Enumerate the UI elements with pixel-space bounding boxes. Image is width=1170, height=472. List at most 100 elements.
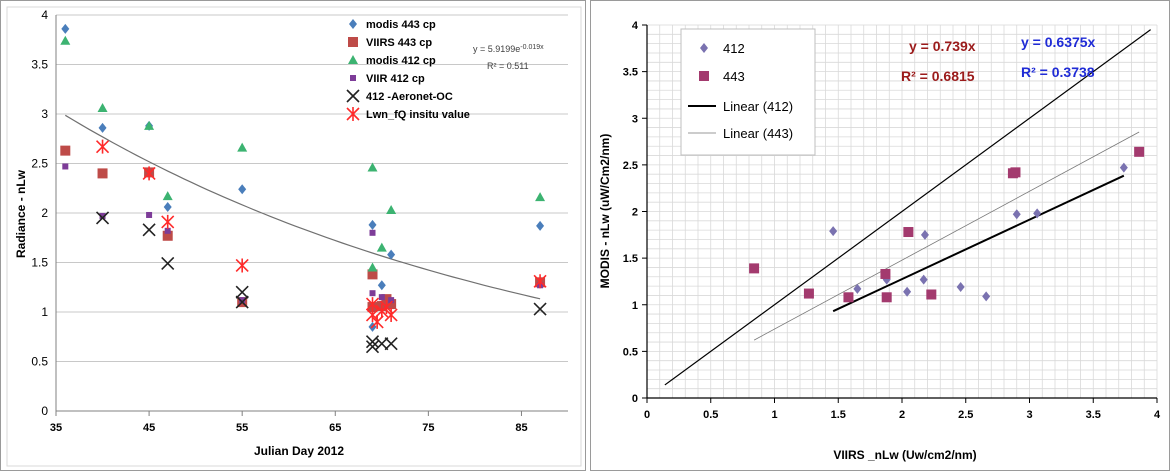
right-y-tick-label-6: 3	[632, 113, 638, 125]
left-x-tick-label-5: 85	[515, 422, 527, 434]
left-tick-labels: 0 0.5 1 1.5 2 2.5 3 3.5 4 35 45 55 65 75 85	[31, 8, 527, 434]
right-trendline-linear-443	[753, 131, 1140, 341]
viirs-443-cp-point-3	[162, 230, 173, 241]
right-r2-443: R² = 0.6815	[901, 68, 975, 84]
modis-443-cp-point-0	[61, 23, 70, 34]
right-y-tick-label-8: 4	[632, 20, 639, 32]
modis-443-cp-point-9	[536, 220, 545, 231]
right-y-tick-label-2: 1	[632, 300, 638, 312]
modis-412-cp-point-4	[237, 142, 248, 152]
series-443-point-3	[880, 268, 891, 279]
left-x-tick-label-4: 75	[422, 422, 434, 434]
right-x-tick-label-3: 1.5	[831, 409, 846, 421]
viir-412-cp-point-3	[164, 227, 171, 234]
lwn-fq-insitu-value-point-2	[161, 214, 175, 229]
412-aeronet-oc-point-2	[161, 256, 175, 271]
right-legend-marker-443	[699, 71, 709, 81]
412-aeronet-oc-point-6	[365, 340, 380, 354]
right-x-tick-label-0: 0	[644, 409, 650, 421]
right-x-tick-label-2: 1	[771, 409, 777, 421]
modis-412-cp-point-0	[60, 35, 71, 45]
modis-443-cp-point-7	[377, 280, 386, 291]
series-443-point-1	[803, 288, 814, 299]
modis-443-cp-point-8	[387, 249, 396, 260]
legend-label-412-aeronet-oc: 412 -Aeronet-OC	[366, 91, 453, 103]
legend-marker-412-aeronet-oc	[346, 89, 360, 103]
right-trendline-linear-412	[832, 174, 1125, 313]
modis-443-cp-point-4	[238, 184, 247, 195]
left-y-tick-label-1: 0.5	[31, 355, 48, 369]
right-y-tick-label-7: 3.5	[623, 67, 638, 79]
legend-marker-viirs-443-cp	[348, 37, 358, 47]
left-y-tick-label-7: 3.5	[31, 58, 48, 72]
left-exponential-trendline	[64, 114, 541, 300]
lwn-fq-insitu-value-point-10	[533, 274, 547, 289]
right-y-tick-label-0: 0	[632, 393, 638, 405]
left-x-tick-label-3: 65	[329, 422, 341, 434]
legend-label-lwn-fq-insitu-value: Lwn_fQ insitu value	[366, 109, 470, 121]
modis-412-cp-point-8	[386, 205, 397, 215]
series-412-point-7	[982, 291, 991, 302]
modis-412-cp-point-5	[367, 162, 378, 172]
left-y-axis-label: Radiance - nLw	[14, 169, 28, 258]
right-legend-label-412: 412	[723, 41, 745, 56]
left-y-tick-label-3: 1.5	[31, 256, 48, 270]
right-y-tick-label-5: 2.5	[623, 160, 638, 172]
right-line-group	[664, 29, 1151, 386]
left-x-axis-label: Julian Day 2012	[254, 444, 344, 458]
series-412-point-1	[853, 283, 862, 294]
left-chart-panel: 0 0.5 1 1.5 2 2.5 3 3.5 4 35 45 55 65 75 85 modis 443 …	[0, 0, 586, 471]
right-y-tick-label-1: 0.5	[623, 346, 638, 358]
left-axes	[55, 15, 568, 416]
right-reference-line	[664, 29, 1151, 386]
left-x-tick-label-1: 45	[143, 422, 155, 434]
viir-412-cp-point-6	[369, 290, 376, 297]
right-eq-412: y = 0.6375x	[1021, 34, 1096, 50]
modis-412-cp-point-7	[376, 242, 387, 252]
modis-443-cp-point-5	[368, 219, 377, 230]
left-trend-r2: R² = 0.511	[487, 61, 529, 71]
viir-412-cp-point-4	[239, 297, 246, 304]
series-412-point-4	[919, 274, 928, 285]
left-chart-frame	[6, 6, 582, 467]
lwn-fq-insitu-value-point-1	[142, 166, 156, 181]
412-aeronet-oc-point-0	[95, 211, 110, 225]
left-y-tick-label-8: 4	[41, 8, 48, 22]
viir-412-cp-point-0	[62, 163, 69, 170]
modis-412-cp-point-1	[97, 103, 108, 113]
modis-412-cp-point-6	[367, 262, 378, 272]
modis-412-cp-point-3	[162, 191, 173, 201]
lwn-fq-insitu-value-point-3	[235, 258, 249, 273]
right-legend-label-linear-412: Linear (412)	[723, 99, 793, 114]
412-aeronet-oc-point-3	[235, 285, 249, 299]
lwn-fq-insitu-value-point-9	[384, 307, 398, 322]
viir-412-cp-point-8	[388, 297, 395, 304]
series-412-point-9	[1033, 208, 1042, 219]
left-y-tick-label-4: 2	[41, 206, 48, 220]
series-443-point-5	[903, 227, 914, 238]
viir-412-cp-point-1	[99, 212, 106, 219]
right-y-axis-label: MODIS - nLw (uW/Cm2/nm)	[598, 134, 612, 289]
right-legend-label-linear-443: Linear (443)	[723, 126, 793, 141]
left-y-tick-label-2: 1	[41, 305, 48, 319]
modis-443-cp-point-3	[163, 202, 172, 213]
right-x-tick-label-8: 4	[1154, 409, 1161, 421]
series-412-point-3	[903, 286, 912, 297]
412-aeronet-oc-point-7	[375, 337, 389, 351]
viir-412-cp-point-5	[369, 229, 376, 236]
left-y-tick-label-5: 2.5	[31, 157, 48, 171]
right-x-tick-label-7: 3.5	[1086, 409, 1101, 421]
412-aeronet-oc-point-1	[142, 223, 156, 237]
right-legend-label-443: 443	[723, 69, 745, 84]
legend-marker-modis-412-cp	[348, 55, 358, 64]
right-x-axis-label: VIIRS _nLw (Uw/cm2/nm)	[833, 448, 976, 462]
modis-412-cp-point-9	[535, 192, 546, 202]
left-x-tick-label-0: 35	[50, 422, 62, 434]
right-legend: 412 443 Linear (412) Linear (443)	[680, 28, 816, 156]
412-aeronet-oc-point-9	[533, 302, 547, 316]
right-axes	[642, 24, 1158, 403]
legend-marker-viir-412-cp	[350, 75, 356, 81]
left-y-tick-label-0: 0	[41, 404, 48, 418]
legend-label-modis-412-cp: modis 412 cp	[366, 55, 436, 67]
series-443-point-4	[881, 292, 892, 303]
